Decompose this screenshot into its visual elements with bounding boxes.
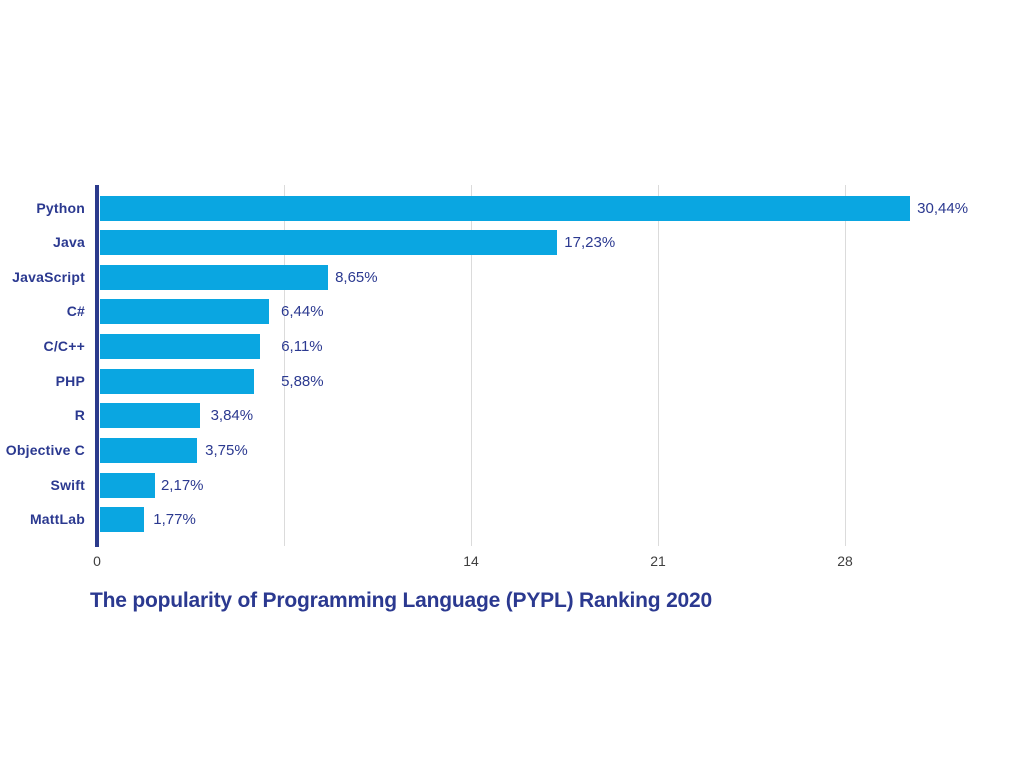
category-label: C/C++ [43,338,85,355]
y-axis-line [95,185,99,547]
bar [100,299,270,325]
category-label: Swift [50,476,85,493]
bar [100,334,261,360]
chart-title: The popularity of Programming Language (… [90,589,712,612]
bar-value-label: 2,17% [160,476,204,494]
category-label: Python [36,199,85,216]
bar [100,195,911,221]
bar-value-label: 8,65% [335,268,378,286]
category-label: JavaScript [12,268,85,285]
bar [100,438,198,464]
x-tick-label: 0 [93,553,101,569]
bar [100,403,200,429]
bar-value-label: 1,77% [153,511,196,529]
category-label: PHP [55,372,85,389]
bar-value-label: 6,11% [281,338,323,356]
bar [100,472,155,498]
x-tick-label: 21 [650,553,666,569]
bar [100,368,255,394]
category-label: R [74,407,85,424]
x-gridline [283,185,285,546]
bar [100,230,558,256]
bar-value-label: 6,44% [281,303,324,321]
x-gridline [844,185,846,546]
x-tick-label: 14 [463,553,479,569]
bar-value-label: 3,75% [205,442,248,460]
bar-value-label: 3,84% [210,407,254,425]
bar [100,264,329,290]
bar-value-label: 30,44% [917,199,969,217]
category-label: Java [53,234,85,251]
category-label: MattLab [29,511,85,528]
x-gridline [470,185,472,546]
x-gridline [657,185,659,546]
bar-value-label: 5,88% [281,372,324,390]
category-label: Objective C [5,442,85,459]
bar-value-label: 17,23% [564,234,616,252]
category-label: C# [66,303,85,320]
bar [100,507,145,533]
x-tick-label: 28 [837,553,853,569]
